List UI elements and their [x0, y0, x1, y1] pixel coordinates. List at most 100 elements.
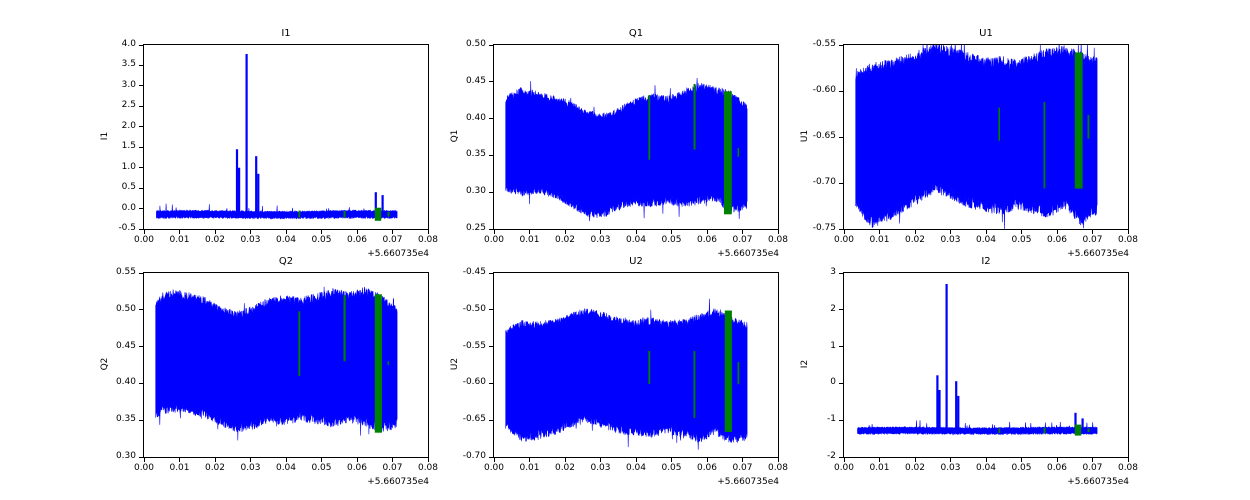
- x-axis-offset-text: +5.660735e4: [367, 477, 429, 487]
- y-tick-label: 3: [830, 267, 836, 277]
- green-segment-1: [343, 295, 346, 362]
- x-tick-mark: [427, 230, 429, 234]
- plot-area-q2[interactable]: [143, 272, 429, 458]
- plot-area-u2[interactable]: [493, 272, 779, 458]
- y-tick-label: -0.65: [812, 131, 836, 141]
- y-tick-mark: [139, 167, 143, 169]
- y-tick-mark: [139, 85, 143, 87]
- y-tick-mark: [839, 309, 843, 311]
- x-tick-label: 0.02: [554, 235, 576, 245]
- y-tick-label: 1.0: [121, 161, 136, 172]
- y-tick-mark: [489, 456, 493, 458]
- y-tick-mark: [139, 272, 143, 274]
- x-tick-label: 0.08: [767, 235, 789, 245]
- x-tick-label: 0.03: [590, 463, 611, 473]
- y-tick-label: 2: [830, 303, 836, 314]
- x-tick-mark: [635, 230, 637, 234]
- x-tick-mark: [879, 230, 880, 234]
- x-tick-mark: [600, 230, 601, 234]
- x-tick-label: 0.01: [869, 463, 890, 473]
- blue-noise-band: [505, 77, 748, 222]
- y-tick-label: 0.35: [115, 414, 136, 425]
- x-tick-mark: [285, 230, 287, 234]
- y-tick-label: -0.60: [812, 85, 836, 95]
- blue-noise-band: [156, 203, 398, 220]
- green-segment-2: [724, 91, 732, 215]
- y-tick-mark: [139, 64, 143, 66]
- x-tick-label: 0.07: [1082, 235, 1103, 245]
- y-tick-mark: [139, 382, 143, 384]
- plot-area-i2[interactable]: [843, 272, 1129, 458]
- x-tick-label: 0.06: [1046, 463, 1068, 473]
- subplot-title-i1: I1: [281, 28, 291, 39]
- y-tick-mark: [839, 182, 843, 184]
- subplot-title-q2: Q2: [278, 256, 294, 267]
- y-tick-mark: [139, 105, 143, 107]
- x-tick-label: 0.05: [311, 235, 332, 245]
- y-tick-mark: [139, 419, 143, 421]
- x-tick-mark: [179, 458, 180, 462]
- plot-area-u1[interactable]: [843, 44, 1129, 230]
- x-tick-mark: [356, 230, 358, 234]
- subplot-title-i2: I2: [981, 256, 991, 267]
- y-tick-mark: [839, 44, 843, 46]
- x-tick-mark: [356, 458, 358, 462]
- x-tick-mark: [493, 230, 495, 234]
- y-tick-mark: [839, 90, 843, 92]
- y-tick-label: 0.40: [115, 377, 136, 388]
- green-segment-2: [1074, 424, 1082, 436]
- green-segment-0: [648, 351, 651, 385]
- green-segment-0: [998, 107, 1000, 141]
- blue-noise-band: [855, 45, 1098, 229]
- y-tick-label: 1.5: [121, 141, 136, 152]
- x-tick-mark: [1092, 230, 1093, 234]
- y-tick-mark: [139, 228, 143, 230]
- x-tick-label: 0.08: [417, 235, 439, 245]
- y-tick-mark: [839, 382, 843, 384]
- plot-area-i1[interactable]: [143, 44, 429, 230]
- x-tick-label: 0.05: [1011, 235, 1032, 245]
- y-tick-label: -0.45: [462, 267, 486, 277]
- y-tick-mark: [139, 208, 143, 210]
- y-tick-label: 0.5: [121, 182, 136, 193]
- y-tick-label: -0.75: [812, 223, 836, 233]
- x-tick-label: 0.00: [833, 235, 855, 245]
- x-tick-label: 0.01: [519, 463, 540, 473]
- x-axis-offset-text: +5.660735e4: [717, 477, 779, 487]
- green-segment-3: [737, 148, 740, 157]
- x-tick-label: 0.04: [975, 463, 997, 473]
- y-tick-mark: [839, 346, 843, 348]
- x-tick-label: 0.06: [696, 463, 718, 473]
- green-segment-2: [1074, 52, 1083, 189]
- y-tick-label: 3.5: [121, 59, 136, 70]
- x-tick-label: 0.02: [904, 235, 926, 245]
- y-axis-label-i2: I2: [800, 359, 810, 369]
- x-axis-offset-text: +5.660735e4: [367, 249, 429, 259]
- y-tick-label: 0.30: [115, 451, 136, 461]
- y-tick-label: 4.0: [121, 39, 136, 49]
- y-tick-label: 0: [830, 377, 836, 388]
- x-tick-mark: [392, 458, 393, 462]
- y-tick-mark: [839, 419, 843, 421]
- green-segment-1: [1043, 102, 1046, 189]
- x-tick-label: 0.06: [346, 235, 368, 245]
- x-tick-mark: [950, 458, 951, 462]
- blue-noise-band: [155, 286, 398, 441]
- green-segment-1: [1043, 427, 1046, 434]
- x-axis-offset-text: +5.660735e4: [717, 249, 779, 259]
- x-tick-mark: [427, 458, 429, 462]
- x-tick-mark: [179, 230, 180, 234]
- y-axis-label-u2: U2: [450, 357, 460, 371]
- y-tick-label: -2: [827, 451, 836, 461]
- green-segment-1: [343, 211, 346, 218]
- y-axis-label-i1: I1: [100, 131, 110, 141]
- x-tick-label: 0.00: [483, 235, 505, 245]
- x-tick-mark: [250, 230, 251, 234]
- y-tick-label: 0.50: [465, 39, 486, 49]
- x-tick-mark: [635, 458, 637, 462]
- y-tick-label: 1: [830, 340, 836, 351]
- plot-area-q1[interactable]: [493, 44, 779, 230]
- series-canvas-u1: [855, 45, 1098, 229]
- x-tick-mark: [493, 458, 495, 462]
